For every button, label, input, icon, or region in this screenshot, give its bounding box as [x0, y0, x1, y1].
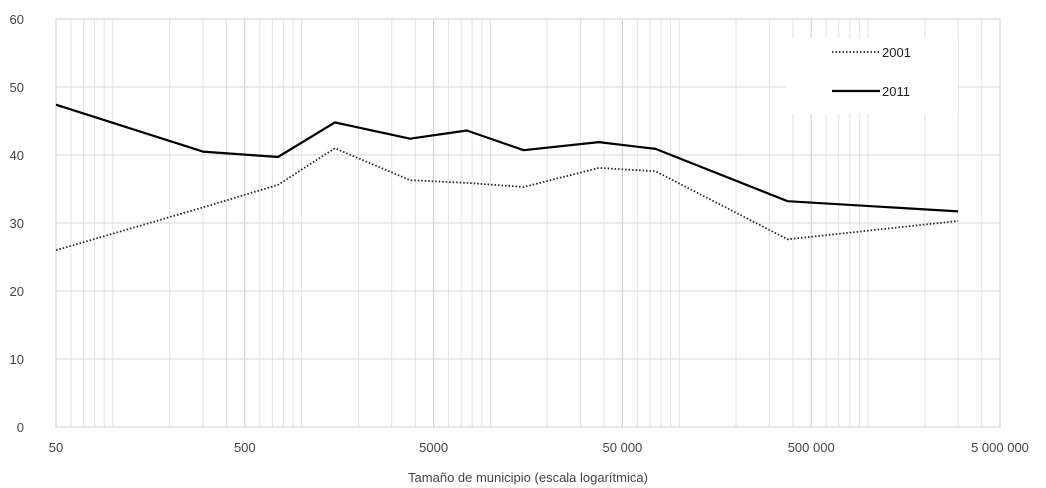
data-point-2001: [598, 167, 600, 169]
y-tick-label: 0: [17, 420, 24, 435]
data-point-2011: [277, 156, 279, 158]
legend-box: [786, 38, 958, 114]
series-lines: [55, 103, 959, 252]
y-tick-label: 30: [10, 216, 24, 231]
data-point-2001: [409, 179, 411, 181]
data-point-2011: [598, 141, 600, 143]
x-tick-label: 50: [49, 440, 63, 455]
data-point-2011: [202, 151, 204, 153]
gridlines: [55, 18, 1001, 428]
y-tick-label: 10: [10, 352, 24, 367]
data-point-2011: [655, 148, 657, 150]
x-axis-label: Tamaño de municipio (escala logarítmica): [408, 470, 648, 485]
data-point-2001: [466, 182, 468, 184]
y-axis: 0 10 20 30 40 50 60: [10, 12, 24, 435]
data-point-2001: [334, 147, 336, 149]
series-line-2011: [55, 103, 959, 213]
x-tick-label: 5000: [419, 440, 448, 455]
data-point-2001: [655, 171, 657, 173]
data-point-2011: [787, 200, 789, 202]
data-point-2011: [523, 149, 525, 151]
x-tick-label: 50 000: [603, 440, 643, 455]
data-point-2001: [523, 186, 525, 188]
data-point-2011: [55, 104, 57, 106]
data-point-2001: [277, 184, 279, 186]
x-axis: 50 500 5000 50 000 500 000 5 000 000: [49, 440, 1029, 455]
data-point-2011: [466, 130, 468, 132]
data-point-2011: [409, 138, 411, 140]
series-line-2001: [55, 147, 959, 252]
legend-label-2001: 2001: [882, 45, 911, 60]
data-point-2001: [55, 249, 57, 251]
data-point-2001: [787, 239, 789, 241]
legend-label-2011: 2011: [882, 84, 910, 99]
data-point-2001: [957, 220, 959, 222]
data-point-2011: [957, 211, 959, 213]
data-point-2001: [202, 207, 204, 209]
x-tick-label: 500 000: [788, 440, 835, 455]
y-tick-label: 20: [10, 284, 24, 299]
x-tick-label: 5 000 000: [971, 440, 1029, 455]
y-tick-label: 40: [10, 148, 24, 163]
legend: 2001 2011: [786, 38, 958, 114]
plot-frame: [55, 18, 1001, 428]
y-tick-label: 50: [10, 80, 24, 95]
y-tick-label: 60: [10, 12, 24, 27]
data-point-2011: [334, 122, 336, 124]
x-tick-label: 500: [234, 440, 256, 455]
